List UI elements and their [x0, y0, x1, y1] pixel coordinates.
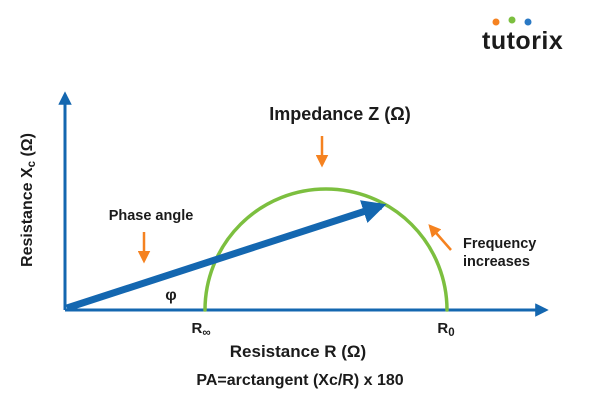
x-axis-label: Resistance R (Ω): [230, 342, 366, 361]
frequency-label-line2: increases: [463, 254, 530, 270]
logo: tutorix: [482, 16, 563, 55]
r-infinity-tick: R∞: [191, 320, 210, 339]
impedance-semicircle: [203, 187, 449, 312]
r-zero-tick: R0: [437, 320, 454, 339]
logo-dot-1: [492, 18, 500, 26]
phase-angle-label: Phase angle: [109, 208, 194, 224]
logo-dot-3: [524, 18, 532, 26]
impedance-vector: [65, 200, 387, 312]
frequency-pointer-arrow-icon: [428, 224, 452, 251]
logo-text: tutorix: [482, 27, 563, 55]
impedance-title: Impedance Z (Ω): [269, 104, 410, 124]
phi-symbol: φ: [165, 287, 176, 304]
frequency-label-line1: Frequency: [463, 236, 536, 252]
logo-dot-2: [508, 16, 516, 24]
formula-label: PA=arctangent (Xc/R) x 180: [196, 372, 403, 389]
y-axis-label: Resistance Xc (Ω): [19, 133, 38, 267]
